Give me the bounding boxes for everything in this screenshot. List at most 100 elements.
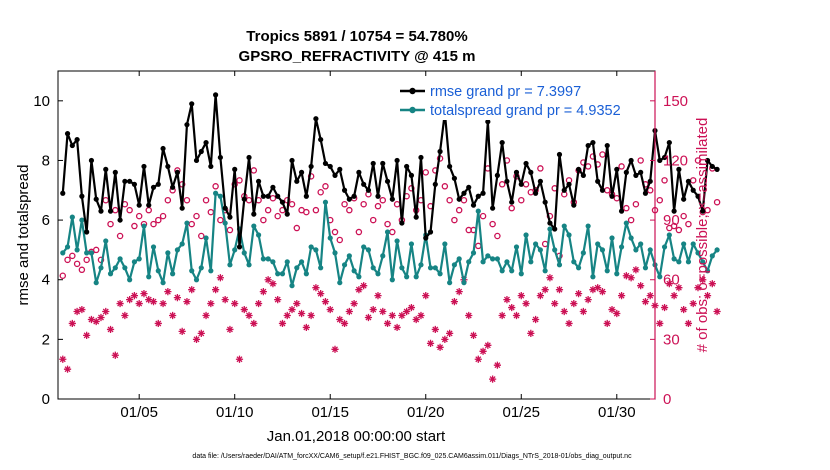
totalspread-point xyxy=(418,262,424,268)
totalspread-point xyxy=(389,277,395,283)
possible-obs-point xyxy=(322,183,329,190)
assimilated-obs-point xyxy=(512,311,521,320)
assimilated-obs-point xyxy=(126,296,134,304)
assimilated-obs-point xyxy=(555,286,564,294)
assimilated-obs-point xyxy=(474,355,482,363)
assimilated-obs-point xyxy=(154,319,162,328)
rmse-point xyxy=(327,163,333,170)
totalspread-point xyxy=(193,277,200,283)
assimilated-obs-point xyxy=(83,331,91,339)
totalspread-point xyxy=(537,247,543,253)
assimilated-obs-point xyxy=(517,292,525,300)
assimilated-obs-point xyxy=(613,309,621,318)
rmse-point xyxy=(318,136,324,143)
y2-tick-label: 120 xyxy=(663,152,688,169)
assimilated-obs-point xyxy=(369,305,377,314)
rmse-point xyxy=(547,220,553,226)
possible-obs-point xyxy=(135,212,143,220)
plot-area xyxy=(57,70,656,400)
rmse-point xyxy=(399,220,405,226)
assimilated-obs-point xyxy=(431,325,439,334)
assimilated-obs-point xyxy=(345,307,353,316)
assimilated-obs-point xyxy=(407,303,416,312)
assimilated-obs-point xyxy=(493,361,501,369)
rmse-point xyxy=(404,163,410,170)
totalspread-point xyxy=(222,220,228,226)
possible-obs-point xyxy=(618,163,625,170)
totalspread-point xyxy=(217,193,223,199)
possible-obs-point xyxy=(369,216,377,224)
totalspread-point xyxy=(709,253,715,259)
rmse-point xyxy=(423,235,429,241)
rmse-point xyxy=(98,208,104,214)
totalspread-point xyxy=(213,190,219,196)
assimilated-obs-point xyxy=(197,329,205,337)
rmse-point xyxy=(265,193,271,199)
rmse-point xyxy=(480,190,486,196)
rmse-point xyxy=(552,226,558,232)
assimilated-obs-point xyxy=(622,272,630,280)
assimilated-obs-point xyxy=(632,266,640,274)
rmse-point xyxy=(709,163,715,170)
assimilated-obs-point xyxy=(532,315,540,324)
totalspread-point xyxy=(112,265,118,271)
totalspread-point xyxy=(470,250,477,256)
possible-obs-point xyxy=(694,157,702,164)
possible-obs-point xyxy=(379,196,387,204)
rmse-point xyxy=(490,205,496,211)
rmse-point xyxy=(676,166,682,172)
rmse-point xyxy=(136,202,142,208)
totalspread-point xyxy=(275,271,281,277)
assimilated-obs-point xyxy=(689,299,697,308)
assimilated-obs-point xyxy=(130,292,139,300)
legend-rmse-label: rmse grand pr = 7.3997 xyxy=(430,84,581,100)
possible-obs-point xyxy=(159,212,167,220)
assimilated-obs-point xyxy=(97,313,105,322)
totalspread-point xyxy=(394,238,400,244)
totalspread-point xyxy=(585,223,591,229)
rmse-point xyxy=(260,193,266,199)
possible-obs-point xyxy=(269,194,277,202)
totalspread-point xyxy=(155,268,161,274)
legend-spread-marker xyxy=(409,106,416,114)
assimilated-obs-point xyxy=(264,276,272,284)
assimilated-obs-point xyxy=(670,292,678,300)
assimilated-obs-point xyxy=(398,311,406,320)
assimilated-obs-point xyxy=(336,315,344,324)
rmse-point xyxy=(170,184,176,190)
assimilated-obs-point xyxy=(183,297,191,306)
rmse-point xyxy=(279,199,286,205)
rmse-point xyxy=(160,145,166,152)
assimilated-obs-point xyxy=(426,339,435,347)
rmse-point xyxy=(255,178,262,184)
rmse-point xyxy=(289,157,295,164)
assimilated-obs-point xyxy=(579,307,587,316)
assimilated-obs-point xyxy=(637,282,645,290)
assimilated-obs-point xyxy=(73,307,81,316)
totalspread-point xyxy=(351,268,357,274)
totalspread-point xyxy=(676,259,682,265)
assimilated-obs-point xyxy=(393,323,401,332)
totalspread-point xyxy=(356,274,362,280)
assimilated-obs-point xyxy=(436,343,444,351)
assimilated-obs-point xyxy=(584,296,592,304)
assimilated-obs-point xyxy=(307,311,315,320)
totalspread-point xyxy=(513,244,520,250)
assimilated-obs-point xyxy=(627,274,635,282)
totalspread-point xyxy=(490,256,496,262)
totalspread-point xyxy=(122,265,128,271)
rmse-point xyxy=(523,160,529,167)
assimilated-obs-point xyxy=(403,307,411,316)
rmse-point xyxy=(470,202,477,208)
rmse-point xyxy=(232,166,238,172)
rmse-point xyxy=(146,202,152,208)
possible-obs-point xyxy=(274,212,281,220)
totalspread-point xyxy=(618,244,625,250)
assimilated-obs-point xyxy=(350,299,358,308)
totalspread-point xyxy=(303,271,309,277)
rmse-point xyxy=(542,199,548,205)
possible-obs-point xyxy=(59,272,67,280)
rmse-point xyxy=(294,178,300,184)
assimilated-obs-point xyxy=(364,313,373,322)
